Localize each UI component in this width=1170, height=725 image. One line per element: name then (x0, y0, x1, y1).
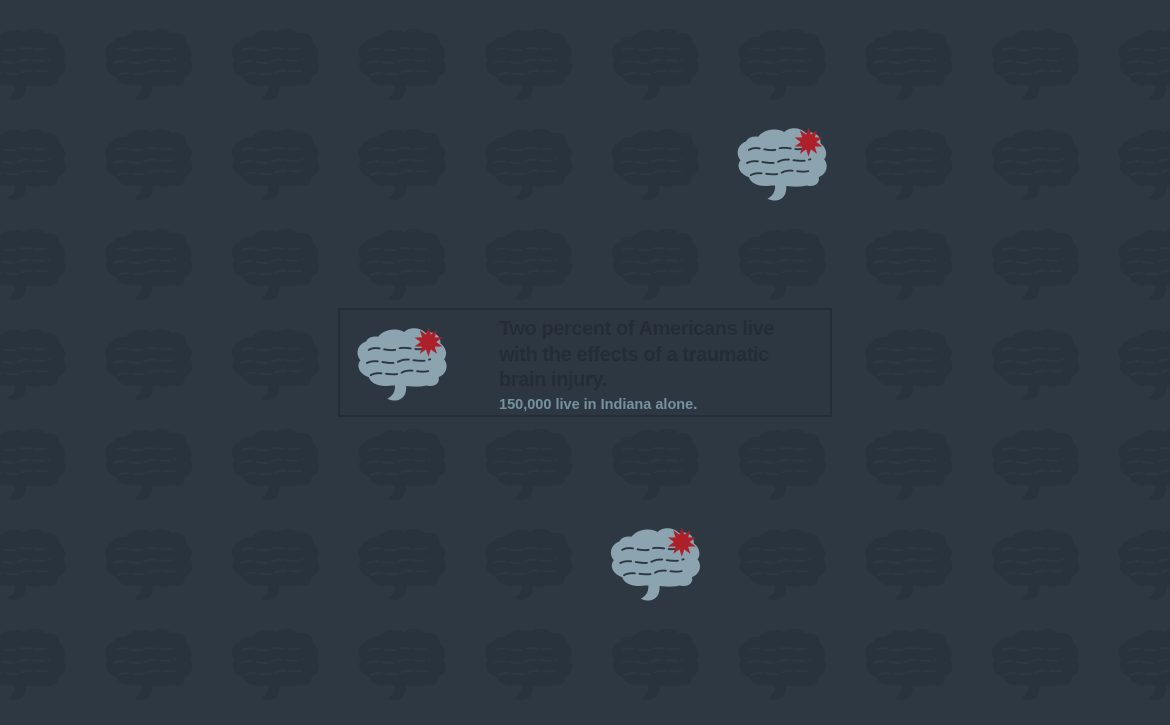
brain-icon (991, 27, 1080, 100)
brain-icon (357, 27, 446, 100)
brain-icon (484, 127, 573, 200)
brain-icon (0, 627, 66, 700)
brain-icon (0, 427, 66, 500)
brain-icon (104, 227, 193, 300)
brain-icon (484, 527, 573, 600)
brain-icon (737, 27, 826, 100)
brain-icon (991, 327, 1080, 400)
brain-icon (484, 627, 573, 700)
brain-icon (610, 27, 700, 100)
brain-icon (864, 127, 953, 200)
brain-icon (104, 27, 193, 100)
brain-icon (1117, 627, 1170, 700)
brain-icon (1117, 427, 1170, 500)
brain-icon (0, 227, 66, 300)
brain-icon (991, 527, 1080, 600)
brain-icon (230, 227, 320, 300)
brain-icon (737, 427, 826, 500)
stat-text-block: Two percent of Americans live with the e… (499, 317, 829, 414)
brain-icon (737, 527, 826, 600)
brain-icon (864, 327, 953, 400)
brain-icon (0, 327, 66, 400)
brain-icon (230, 27, 320, 100)
brain-icon (357, 527, 446, 600)
brain-icon (230, 527, 320, 600)
stat-callout-card: Two percent of Americans live with the e… (338, 308, 832, 417)
brain-icon (230, 627, 320, 700)
stat-subheading: 150,000 live in Indiana alone. (499, 396, 698, 413)
brain-icon (0, 27, 66, 100)
brain-icon (1117, 327, 1170, 400)
brain-icon (1117, 27, 1170, 100)
brain-icon (991, 127, 1080, 200)
brain-icon (610, 627, 700, 700)
brain-icon (484, 227, 573, 300)
brain-icon (230, 327, 320, 400)
brain-icon (1117, 127, 1170, 200)
brain-icon (104, 427, 193, 500)
brain-icon (610, 227, 700, 300)
brain-icon (1117, 227, 1170, 300)
brain-icon (484, 27, 573, 100)
brain-icon (991, 427, 1080, 500)
brain-icon (737, 227, 826, 300)
brain-icon (0, 527, 66, 600)
brain-icon (357, 127, 446, 200)
stat-heading-line: brain injury. (499, 369, 607, 391)
brain-icon (230, 427, 320, 500)
brain-icon (0, 127, 66, 200)
brain-icon (1117, 527, 1170, 600)
stat-heading-line: with the effects of a traumatic (499, 343, 769, 366)
brain-icon (610, 427, 700, 500)
brain-icon (484, 427, 573, 500)
stat-heading: Two percent of Americans live with the e… (499, 317, 829, 394)
stat-heading-line: Two percent of Americans live (499, 318, 775, 340)
brain-icon (864, 427, 953, 500)
brain-icon (104, 627, 193, 700)
brain-icon (357, 627, 446, 700)
brain-icon (230, 127, 320, 200)
brain-icon (610, 127, 700, 200)
brain-icon (357, 427, 446, 500)
brain-icon (991, 627, 1080, 700)
brain-icon (864, 627, 953, 700)
brain-icon (864, 227, 953, 300)
brain-icon (864, 527, 953, 600)
brain-icon (357, 227, 446, 300)
brain-icon (737, 627, 826, 700)
brain-icon (104, 327, 193, 400)
brain-icon (104, 127, 193, 200)
brain-icon (864, 27, 953, 100)
brain-icon (991, 227, 1080, 300)
brain-icon (104, 527, 193, 600)
